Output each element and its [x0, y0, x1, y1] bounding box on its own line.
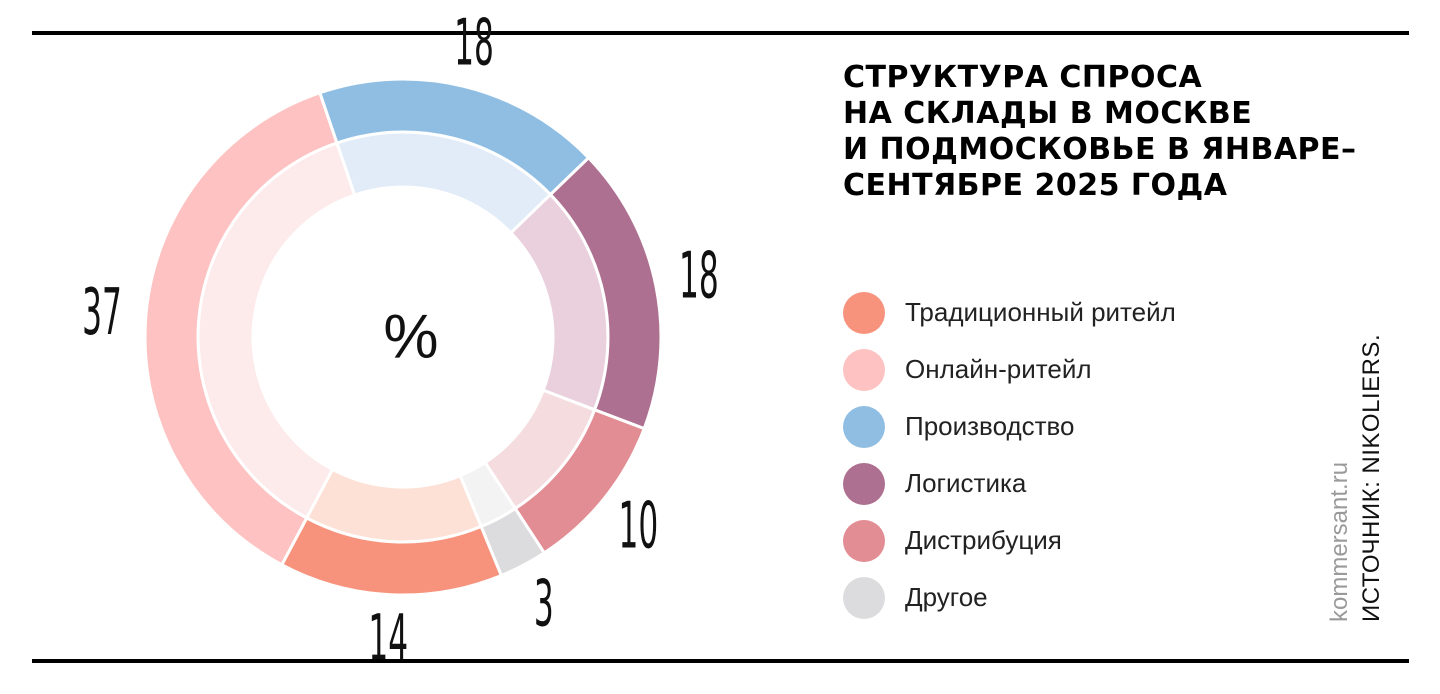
legend-swatch: [843, 291, 885, 334]
data-label-дистрибуция: 10: [618, 489, 658, 564]
legend-swatch: [843, 519, 885, 562]
unit-label: %: [383, 303, 438, 372]
source-credit: ИСТОЧНИК: NIKOLIERS.: [1358, 333, 1385, 622]
data-label-традиционный-ритейл: 14: [368, 601, 408, 660]
legend-swatch: [843, 576, 885, 619]
site-credit: kommersant.ru: [1326, 461, 1353, 622]
donut-slice-онлайн-ритейл: [143, 90, 339, 567]
legend-swatch: [843, 462, 885, 505]
data-label-онлайн-ритейл: 37: [82, 275, 122, 350]
data-label-логистика: 18: [679, 239, 719, 314]
donut-slice-традиционный-ритейл: [279, 515, 504, 597]
legend-item-производство: Производство: [843, 398, 1176, 455]
legend-label: Онлайн-ритейл: [905, 354, 1092, 384]
top-rule: [32, 31, 1409, 35]
legend-label: Логистика: [905, 468, 1027, 498]
chart-title: СТРУКТУРА СПРОСА НА СКЛАДЫ В МОСКВЕ И ПО…: [843, 60, 1357, 203]
donut-chart: 37 18 18 10 3 14%: [82, 6, 719, 660]
data-label-производство: 18: [454, 6, 494, 81]
legend-item-традиционный-ритейл: Традиционный ритейл: [843, 284, 1176, 341]
legend-item-логистика: Логистика: [843, 455, 1176, 512]
legend-swatch: [843, 405, 885, 448]
bottom-rule: [32, 659, 1409, 663]
legend-label: Традиционный ритейл: [905, 297, 1176, 327]
legend-swatch: [843, 348, 885, 391]
data-label-другое: 3: [534, 567, 554, 642]
legend-label: Другое: [905, 582, 988, 612]
legend-item-онлайн-ритейл: Онлайн-ритейл: [843, 341, 1176, 398]
legend-label: Дистрибуция: [905, 525, 1062, 555]
legend: Традиционный ритейл Онлайн-ритейл Производ…: [843, 284, 1176, 626]
legend-item-другое: Другое: [843, 569, 1176, 626]
legend-item-дистрибуция: Дистрибуция: [843, 512, 1176, 569]
legend-label: Производство: [905, 411, 1075, 441]
